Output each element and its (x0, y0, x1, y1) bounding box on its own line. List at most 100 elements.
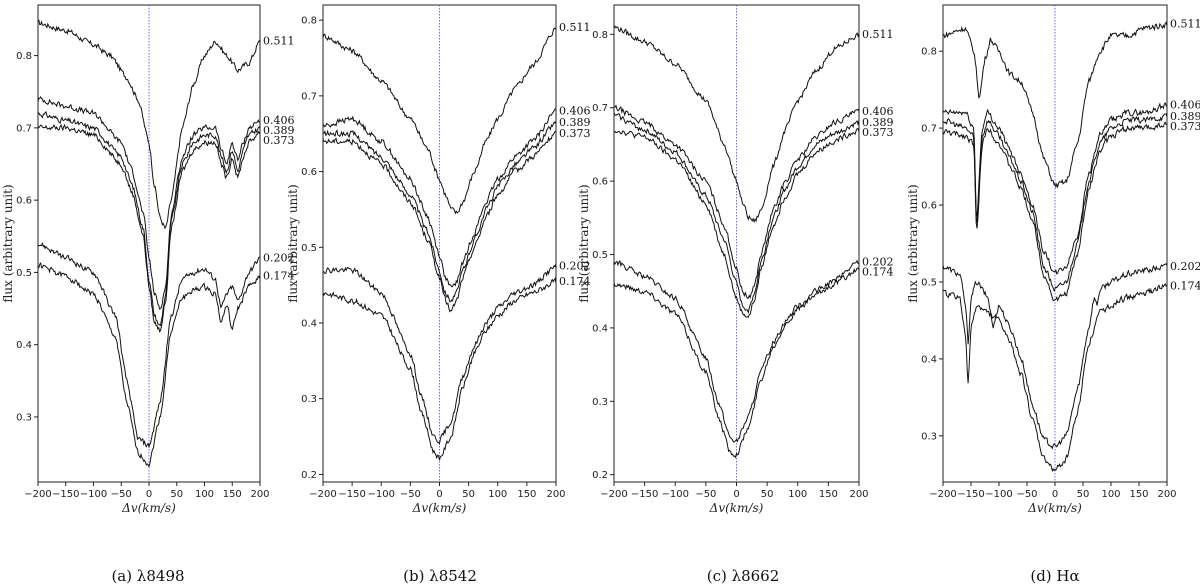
series-label: 0.174 (263, 270, 295, 283)
series-label: 0.373 (862, 126, 894, 139)
x-axis-label: Δv(km/s) (121, 501, 176, 515)
series-label: 0.511 (559, 21, 591, 34)
y-tick-label: 0.3 (592, 397, 608, 408)
x-tick-label: 100 (788, 489, 807, 500)
series-line-0.406 (323, 108, 556, 288)
x-tick-label: 50 (1077, 489, 1090, 500)
y-tick-label: 0.6 (301, 167, 317, 178)
panel-3: −200 −150 −100 −50 0 50 100 150 200 0.2 0.3 0.4 0.5 0… (577, 4, 894, 585)
x-axis-label: Δv(km/s) (1027, 501, 1082, 515)
x-tick-label: −50 (400, 489, 421, 500)
y-tick-label: 0.7 (592, 103, 608, 114)
x-tick-label: −150 (957, 489, 984, 500)
x-tick-label: −100 (662, 489, 689, 500)
x-tick-label: −100 (985, 489, 1012, 500)
y-tick-label: 0.3 (921, 431, 937, 442)
x-tick-label: 50 (170, 489, 183, 500)
y-tick-label: 0.2 (301, 470, 317, 481)
series-label: 0.202 (263, 251, 295, 264)
series-line-0.389 (38, 111, 260, 327)
x-tick-label: 100 (488, 489, 507, 500)
series-label: 0.406 (559, 105, 591, 118)
y-tick-label: 0.8 (301, 16, 317, 27)
panel-1: −200 −150 −100 −50 0 50 100 150 200 0.3 0.4 0.5 0.6 0… (1, 4, 295, 585)
x-tick-label: −50 (111, 489, 132, 500)
y-tick-label: 0.3 (301, 394, 317, 405)
y-axis-label: flux (arbitrary unit) (906, 184, 920, 302)
y-tick-label: 0.8 (921, 47, 937, 58)
y-tick-label: 0.8 (592, 30, 608, 41)
x-tick-label: −50 (1016, 489, 1037, 500)
x-tick-label: −200 (309, 489, 336, 500)
panel-4: −200 −150 −100 −50 0 50 100 150 200 0.3 0.4 0.5 0.6 0… (906, 4, 1200, 585)
y-tick-label: 0.8 (16, 51, 32, 62)
series-line-0.373 (323, 130, 556, 313)
x-tick-label: 200 (546, 489, 565, 500)
y-tick-label: 0.2 (592, 470, 608, 481)
x-tick-label: −100 (368, 489, 395, 500)
y-tick-label: 0.4 (921, 354, 937, 365)
series-line-0.174 (943, 282, 1167, 473)
y-tick-label: 0.4 (16, 340, 32, 351)
y-tick-label: 0.7 (921, 124, 937, 135)
series-line-0.406 (614, 104, 859, 299)
x-tick-label: 0 (436, 489, 442, 500)
series-label: 0.406 (263, 114, 295, 127)
series-label: 0.389 (263, 124, 295, 137)
series-label: 0.406 (1170, 99, 1200, 112)
y-tick-label: 0.6 (921, 201, 937, 212)
series-label: 0.202 (559, 260, 591, 273)
series-label: 0.373 (1170, 120, 1200, 133)
x-tick-label: 100 (1101, 489, 1120, 500)
x-tick-label: 0 (1052, 489, 1058, 500)
y-tick-label: 0.5 (301, 243, 317, 254)
series-line-0.373 (943, 121, 1167, 302)
y-tick-label: 0.7 (301, 91, 317, 102)
series-line-0.511 (943, 21, 1167, 189)
y-axis-label: flux (arbitrary unit) (286, 184, 300, 302)
panel-caption: (c) λ8662 (707, 567, 780, 585)
series-line-0.511 (38, 19, 260, 230)
series-label: 0.389 (1170, 110, 1200, 123)
series-line-0.202 (38, 241, 260, 449)
series-line-0.174 (614, 267, 859, 459)
series-line-0.373 (614, 128, 859, 319)
series-line-0.389 (323, 120, 556, 303)
x-tick-label: 0 (146, 489, 152, 500)
x-tick-label: 100 (195, 489, 214, 500)
x-tick-label: 200 (250, 489, 269, 500)
series-line-0.174 (38, 262, 260, 468)
y-tick-label: 0.6 (16, 196, 32, 207)
y-tick-label: 0.6 (592, 177, 608, 188)
x-tick-label: 150 (1129, 489, 1148, 500)
y-tick-label: 0.4 (592, 323, 608, 334)
series-label: 0.511 (1170, 18, 1200, 31)
x-tick-label: −200 (600, 489, 627, 500)
y-tick-label: 0.5 (16, 268, 32, 279)
series-label: 0.389 (862, 116, 894, 129)
series-label: 0.202 (862, 255, 894, 268)
x-axis-label: Δv(km/s) (412, 501, 467, 515)
y-tick-label: 0.7 (16, 123, 32, 134)
series-line-0.202 (323, 263, 556, 445)
x-tick-label: −150 (631, 489, 658, 500)
y-tick-label: 0.5 (592, 250, 608, 261)
panel-caption: (a) λ8498 (111, 567, 184, 585)
series-label: 0.174 (559, 275, 591, 288)
series-label: 0.511 (263, 35, 295, 48)
series-line-0.389 (614, 112, 859, 314)
x-axis-label: Δv(km/s) (709, 501, 764, 515)
panel-2: −200 −150 −100 −50 0 50 100 150 200 0.2 0.3 0.4 0.5 0… (286, 4, 591, 585)
panel-caption: (d) Hα (1030, 567, 1079, 585)
x-tick-label: 200 (1157, 489, 1176, 500)
x-tick-label: −200 (24, 489, 51, 500)
series-label: 0.202 (1170, 260, 1200, 273)
series-label: 0.389 (559, 116, 591, 129)
x-tick-label: 150 (819, 489, 838, 500)
x-tick-label: −150 (52, 489, 79, 500)
y-tick-label: 0.3 (16, 412, 32, 423)
x-tick-label: 50 (761, 489, 774, 500)
x-tick-label: 0 (733, 489, 739, 500)
series-label: 0.373 (559, 127, 591, 140)
